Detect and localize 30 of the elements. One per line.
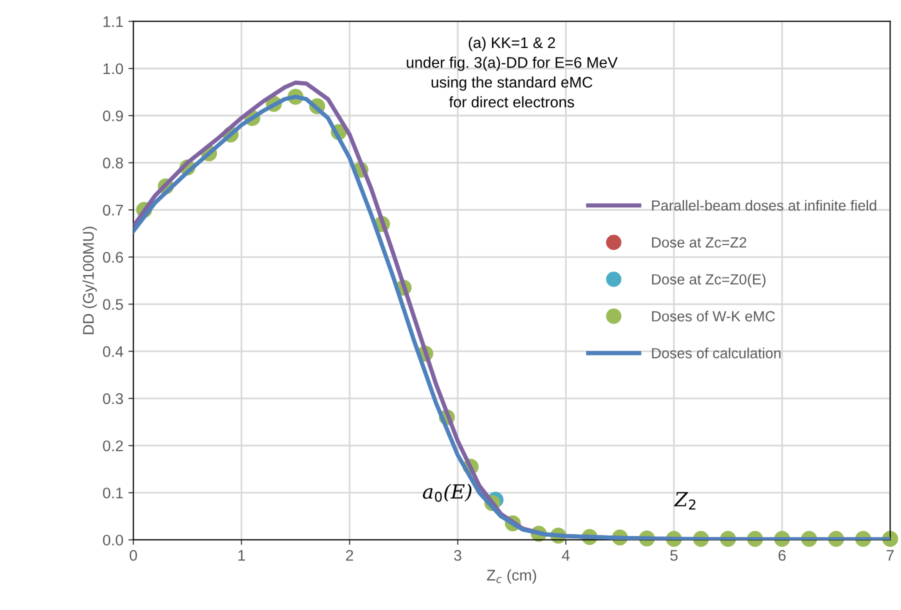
y-tick-label: 0.2 [102, 440, 123, 452]
x-tick-label: 6 [778, 550, 786, 561]
annotation: Z$_{2}$ [674, 492, 696, 510]
x-tick-label: 5 [670, 550, 678, 561]
y-tick-label: 1.0 [104, 63, 124, 74]
y-tick-label: 0.4 [102, 346, 124, 357]
y-tick-label: 0.7 [102, 204, 123, 216]
x-tick-label: 2 [346, 550, 354, 561]
legend-label: Dose at Zc=Z0(E) [652, 274, 766, 288]
y-tick-label: 0.3 [102, 393, 123, 404]
y-tick-label: 1.1 [104, 16, 123, 27]
x-tick-label: 4 [562, 550, 570, 561]
legend-label: Parallel-beam doses at infinite field [652, 200, 876, 211]
x-axis-title: Z$_{c}$ (cm) [486, 569, 536, 584]
y-tick-label: 0.6 [102, 252, 123, 263]
x-tick-label: 7 [886, 550, 894, 561]
x-tick-label: 0 [130, 550, 137, 561]
y-tick-label: 0.9 [102, 110, 123, 122]
y-tick-label: 0.0 [102, 534, 124, 546]
x-tick-label: 3 [454, 550, 462, 561]
y-tick-label: 0.8 [102, 158, 123, 168]
legend-label: Doses of calculation [652, 348, 780, 358]
y-tick-label: 0.1 [102, 488, 123, 498]
y-axis-title: DD (Gy/100MU) [82, 226, 97, 334]
text: (a) KK=1 & 2 under fig. 3(a)-DD for E=6 MeV using the standard eMC for direct electrons [406, 36, 618, 108]
annotation: a$_{0}$(E) [422, 484, 472, 502]
legend-label: Dose at Zc=Z2 [652, 237, 746, 248]
x-tick-label: 1 [238, 550, 245, 561]
y-tick-label: 0.5 [102, 299, 123, 310]
legend-label: Doses of W-K eMC [652, 310, 775, 322]
